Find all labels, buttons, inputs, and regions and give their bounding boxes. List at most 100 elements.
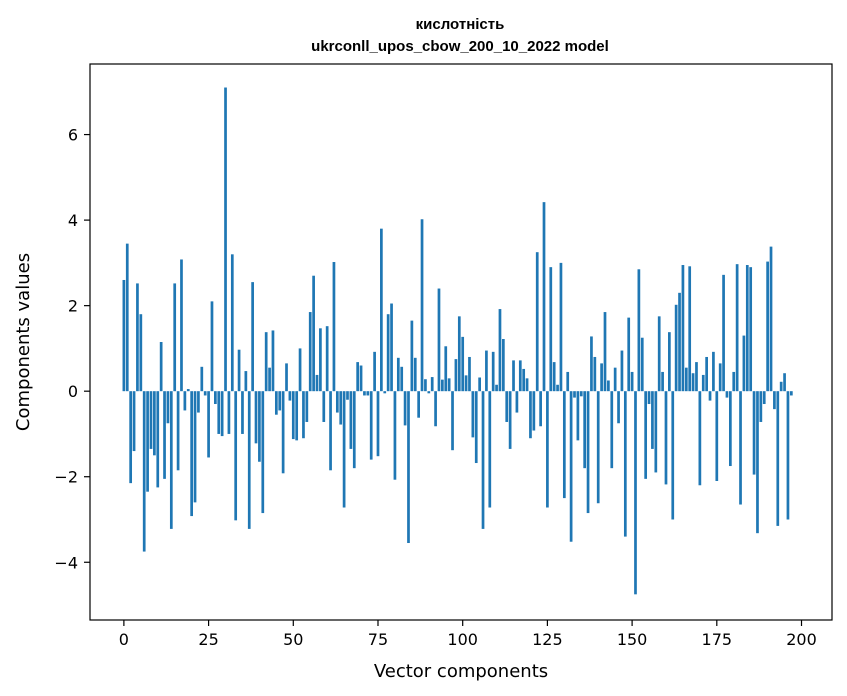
x-tick-label: 25 [198,630,218,649]
x-tick-label: 125 [532,630,563,649]
bar [637,269,641,392]
bar [335,391,339,413]
bar [193,391,197,503]
bar [542,202,546,392]
bar [217,391,221,434]
bar [518,360,522,392]
bar [234,391,238,521]
bar [742,335,746,392]
bar [559,262,563,392]
bar [274,391,278,415]
y-axis-label: Components values [13,253,34,431]
bar [715,391,719,481]
bar [776,391,780,526]
bar [417,391,420,418]
bar [485,350,488,392]
bar [153,391,156,456]
bar [671,391,675,520]
bar [471,391,475,438]
bar [169,391,173,529]
bar [502,339,505,392]
bar [441,379,444,392]
bar [613,367,617,392]
bar [586,391,590,514]
bar [488,391,492,508]
bar [783,373,786,392]
bar [722,274,725,392]
bar [596,391,600,504]
bar [464,375,468,392]
bar [478,377,481,392]
bar [342,391,346,508]
bar [329,391,332,471]
chart-subtitle: ukrconll_upos_cbow_200_10_2022 model [311,38,609,55]
bar [773,391,776,410]
bar [779,381,783,392]
bar [190,391,193,517]
bar [139,314,143,392]
bar [718,363,722,392]
bar [203,391,207,396]
bar [424,379,427,392]
bar [332,262,336,392]
bar [403,391,407,426]
bar [420,219,424,392]
bar [319,328,322,392]
bar [163,391,166,479]
bar [261,391,265,514]
bar [789,391,793,396]
bar [383,391,387,394]
bar [759,391,763,422]
bar [556,384,559,392]
plot-frame [89,63,833,621]
bar [308,312,312,392]
bar [508,391,512,449]
chart-title: кислотність [416,16,505,33]
bar [535,252,539,392]
bar [739,391,742,505]
bar [610,391,614,469]
bar [674,304,678,392]
bar [244,371,248,392]
bar [427,391,431,394]
x-tick-label: 50 [283,630,303,649]
bar [146,391,149,492]
bar [224,87,227,392]
bar [695,362,698,392]
bar [136,283,139,392]
bar [227,391,231,434]
bar [644,391,648,479]
bar [349,391,353,449]
bar [620,350,624,392]
bar [159,342,163,392]
bar [756,391,759,534]
bar [410,320,414,392]
bar [647,391,651,405]
bar [142,391,146,552]
bar [186,389,190,392]
bar [651,391,654,449]
bar [369,391,373,460]
bar [264,332,268,392]
x-tick-label: 0 [119,630,129,649]
bar [749,267,753,392]
x-axis-ticks: 0 25 50 75 100 125 150 175 200 [119,620,817,649]
bar [732,371,736,392]
bar [380,228,383,392]
bar [437,288,441,392]
bar [546,391,549,508]
bar [569,391,573,542]
bar [661,371,664,392]
bar [132,391,136,452]
bar [522,368,526,392]
bar [583,391,587,469]
bar [298,348,302,392]
bar [457,316,461,392]
bar-series [122,87,793,595]
bar [322,391,326,422]
bar [786,391,790,520]
bar [444,346,448,392]
x-tick-label: 100 [447,630,478,649]
bar [302,391,305,439]
